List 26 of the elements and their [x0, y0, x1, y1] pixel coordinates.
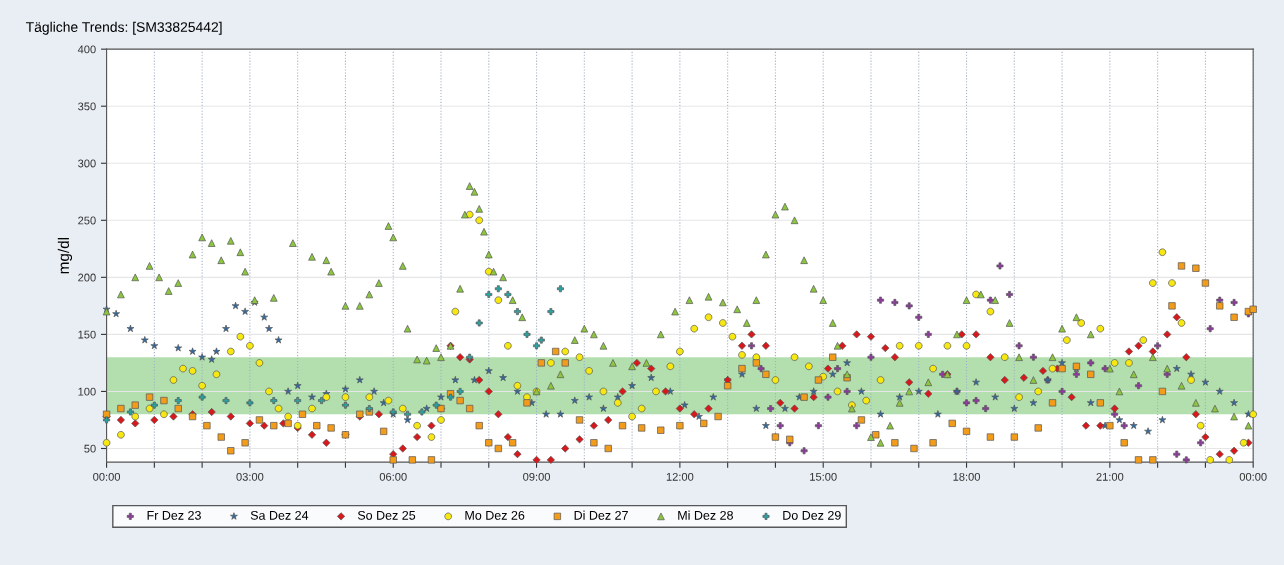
legend-label: So Dez 25	[357, 510, 416, 520]
legend-label: Di Dez 27	[574, 510, 628, 520]
y-axis-title: mg/dl	[57, 238, 73, 274]
x-tick-label: 00:00	[1239, 472, 1267, 481]
y-tick-label: 150	[78, 330, 96, 339]
x-tick-label: 00:00	[93, 472, 121, 481]
y-tick-label: 250	[78, 216, 96, 225]
y-tick-label: 200	[78, 273, 96, 282]
legend-label: Sa Dez 24	[250, 510, 309, 520]
x-tick-label: 18:00	[953, 472, 980, 481]
y-tick-label: 100	[78, 387, 96, 396]
x-tick-label: 12:00	[666, 472, 694, 481]
x-tick-label: 03:00	[236, 472, 264, 481]
x-tick-label: 09:00	[523, 472, 551, 481]
legend-label: Mi Dez 28	[678, 510, 733, 520]
chart-title: Tägliche Trends: [SM33825442]	[25, 21, 222, 35]
x-tick-label: 15:00	[810, 472, 837, 481]
x-tick-label: 06:00	[379, 472, 407, 481]
legend-label: Do Dez 29	[783, 510, 841, 520]
y-tick-label: 350	[78, 102, 96, 111]
x-tick-label: 21:00	[1096, 472, 1124, 481]
legend-label: Fr Dez 23	[147, 510, 201, 520]
y-tick-label: 400	[77, 45, 96, 54]
y-tick-label: 300	[78, 159, 96, 168]
legend-label: Mo Dez 26	[465, 510, 525, 520]
y-tick-label: 50	[84, 444, 96, 453]
